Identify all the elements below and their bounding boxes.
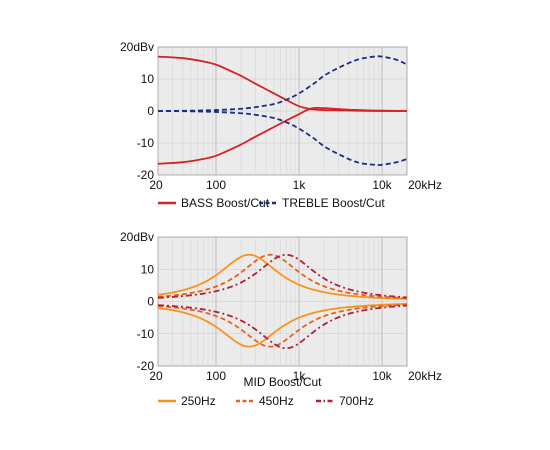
legend-label: 250Hz (181, 394, 216, 408)
series-line-2 (157, 106, 408, 165)
y-tick-label: -10 (137, 136, 155, 150)
legend-label: BASS Boost/Cut (181, 196, 270, 210)
y-tick-label: -10 (137, 327, 155, 341)
x-tick-label: 20kHz (408, 178, 442, 192)
y-tick-label: 10 (141, 262, 155, 276)
y-tick-label: 20dBv (120, 40, 154, 54)
legend-label: TREBLE Boost/Cut (282, 196, 385, 210)
x-tick-label: 20kHz (408, 369, 442, 383)
y-tick-label: 0 (147, 295, 154, 309)
y-tick-label: 0 (147, 104, 154, 118)
series-line-1 (157, 55, 408, 112)
legend: 250Hz 450Hz 700Hz (158, 394, 374, 408)
x-axis-label: MID Boost/Cut (243, 375, 322, 389)
x-tick-label: 10k (372, 369, 392, 383)
series-line-4 (157, 303, 408, 348)
x-tick-label: 100 (206, 369, 226, 383)
y-tick-label: 20dBv (120, 230, 154, 244)
series-line-4 (157, 110, 408, 166)
series-line-1 (157, 253, 408, 300)
series-line-6 (157, 304, 408, 350)
x-tick-label: 20 (149, 369, 163, 383)
series-line-3 (157, 55, 408, 112)
y-tick-label: -20 (137, 359, 155, 373)
y-tick-label: -20 (137, 168, 155, 182)
legend-label: 700Hz (339, 394, 374, 408)
series-line-2 (157, 302, 408, 348)
series-line-3 (157, 253, 408, 300)
x-tick-label: 10k (372, 178, 392, 192)
x-tick-label: 1k (293, 178, 307, 192)
x-tick-label: 20 (149, 178, 163, 192)
legend-label: 450Hz (259, 394, 294, 408)
x-tick-label: 1k (293, 369, 307, 383)
y-tick-label: 10 (141, 72, 155, 86)
series-line-5 (157, 253, 408, 299)
x-tick-label: 100 (206, 178, 226, 192)
legend: BASS Boost/Cut TREBLE Boost/Cut (158, 196, 385, 210)
